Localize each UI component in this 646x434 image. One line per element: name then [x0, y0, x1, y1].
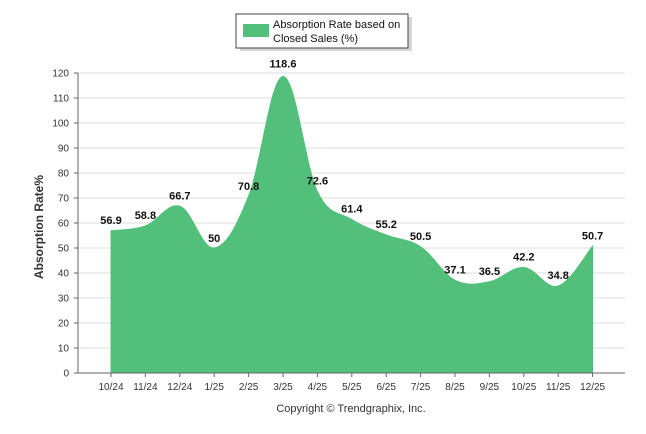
data-label: 55.2 — [375, 219, 396, 231]
x-tick-label: 5/25 — [342, 382, 362, 393]
x-tick-label: 4/25 — [308, 382, 328, 393]
data-label: 50.5 — [410, 231, 431, 243]
data-label: 61.4 — [341, 204, 363, 216]
x-tick-label: 9/25 — [480, 382, 500, 393]
y-tick-label: 0 — [63, 369, 69, 380]
y-tick-label: 30 — [58, 294, 70, 305]
data-label: 50 — [208, 233, 220, 245]
legend-label-line-1: Absorption Rate based on — [273, 19, 400, 31]
data-label: 50.7 — [582, 230, 603, 242]
data-labels: 56.9 58.8 66.7 50 70.8 118.6 72.6 61.4 55.2 50.5 3… — [100, 59, 603, 283]
data-label: 66.7 — [169, 190, 190, 202]
y-tick-label: 100 — [52, 119, 69, 130]
x-tick-label: 2/25 — [239, 382, 259, 393]
x-tick-label: 6/25 — [376, 382, 396, 393]
area-series — [110, 75, 594, 374]
y-tick-label: 20 — [58, 319, 70, 330]
y-tick-label: 90 — [58, 144, 70, 155]
y-tick-label: 70 — [58, 194, 70, 205]
x-tick-labels: 10/24 11/24 12/24 1/25 2/25 3/25 4/25 5/25 6/25 7… — [98, 382, 605, 393]
x-tick-label: 10/25 — [511, 382, 536, 393]
data-label: 42.2 — [513, 252, 534, 264]
x-tick-label: 1/25 — [204, 382, 224, 393]
absorption-rate-area — [110, 75, 594, 374]
legend: Absorption Rate based on Closed Sales (%… — [235, 13, 412, 51]
y-tick-label: 80 — [58, 169, 70, 180]
data-label: 118.6 — [270, 59, 297, 71]
y-tick-label: 10 — [58, 344, 70, 355]
copyright-text: Copyright © Trendgraphix, Inc. — [276, 403, 425, 415]
x-tick-label: 3/25 — [273, 382, 293, 393]
y-tick-label: 120 — [52, 69, 69, 80]
data-label: 36.5 — [479, 266, 500, 278]
x-tick-label: 11/24 — [133, 382, 158, 393]
data-label: 72.6 — [307, 176, 328, 188]
y-axis-title: Absorption Rate% — [32, 175, 46, 279]
axes — [74, 72, 625, 377]
data-label: 37.1 — [444, 264, 465, 276]
y-tick-labels: 0 10 20 30 40 50 60 70 80 90 100 110 120 — [52, 69, 69, 380]
data-label: 34.8 — [547, 270, 568, 282]
x-tick-label: 12/25 — [580, 382, 605, 393]
x-tick-label: 7/25 — [411, 382, 431, 393]
y-tick-label: 60 — [58, 219, 70, 230]
legend-swatch — [243, 24, 269, 37]
y-tick-label: 40 — [58, 269, 70, 280]
x-tick-label: 8/25 — [445, 382, 465, 393]
y-tick-label: 110 — [53, 94, 69, 105]
x-tick-label: 12/24 — [167, 382, 192, 393]
legend-label-line-2: Closed Sales (%) — [273, 33, 358, 45]
data-label: 58.8 — [135, 210, 156, 222]
data-label: 56.9 — [100, 215, 121, 227]
x-tick-label: 11/25 — [546, 382, 571, 393]
y-tick-label: 50 — [58, 244, 70, 255]
x-tick-label: 10/24 — [98, 382, 123, 393]
data-label: 70.8 — [238, 181, 259, 193]
